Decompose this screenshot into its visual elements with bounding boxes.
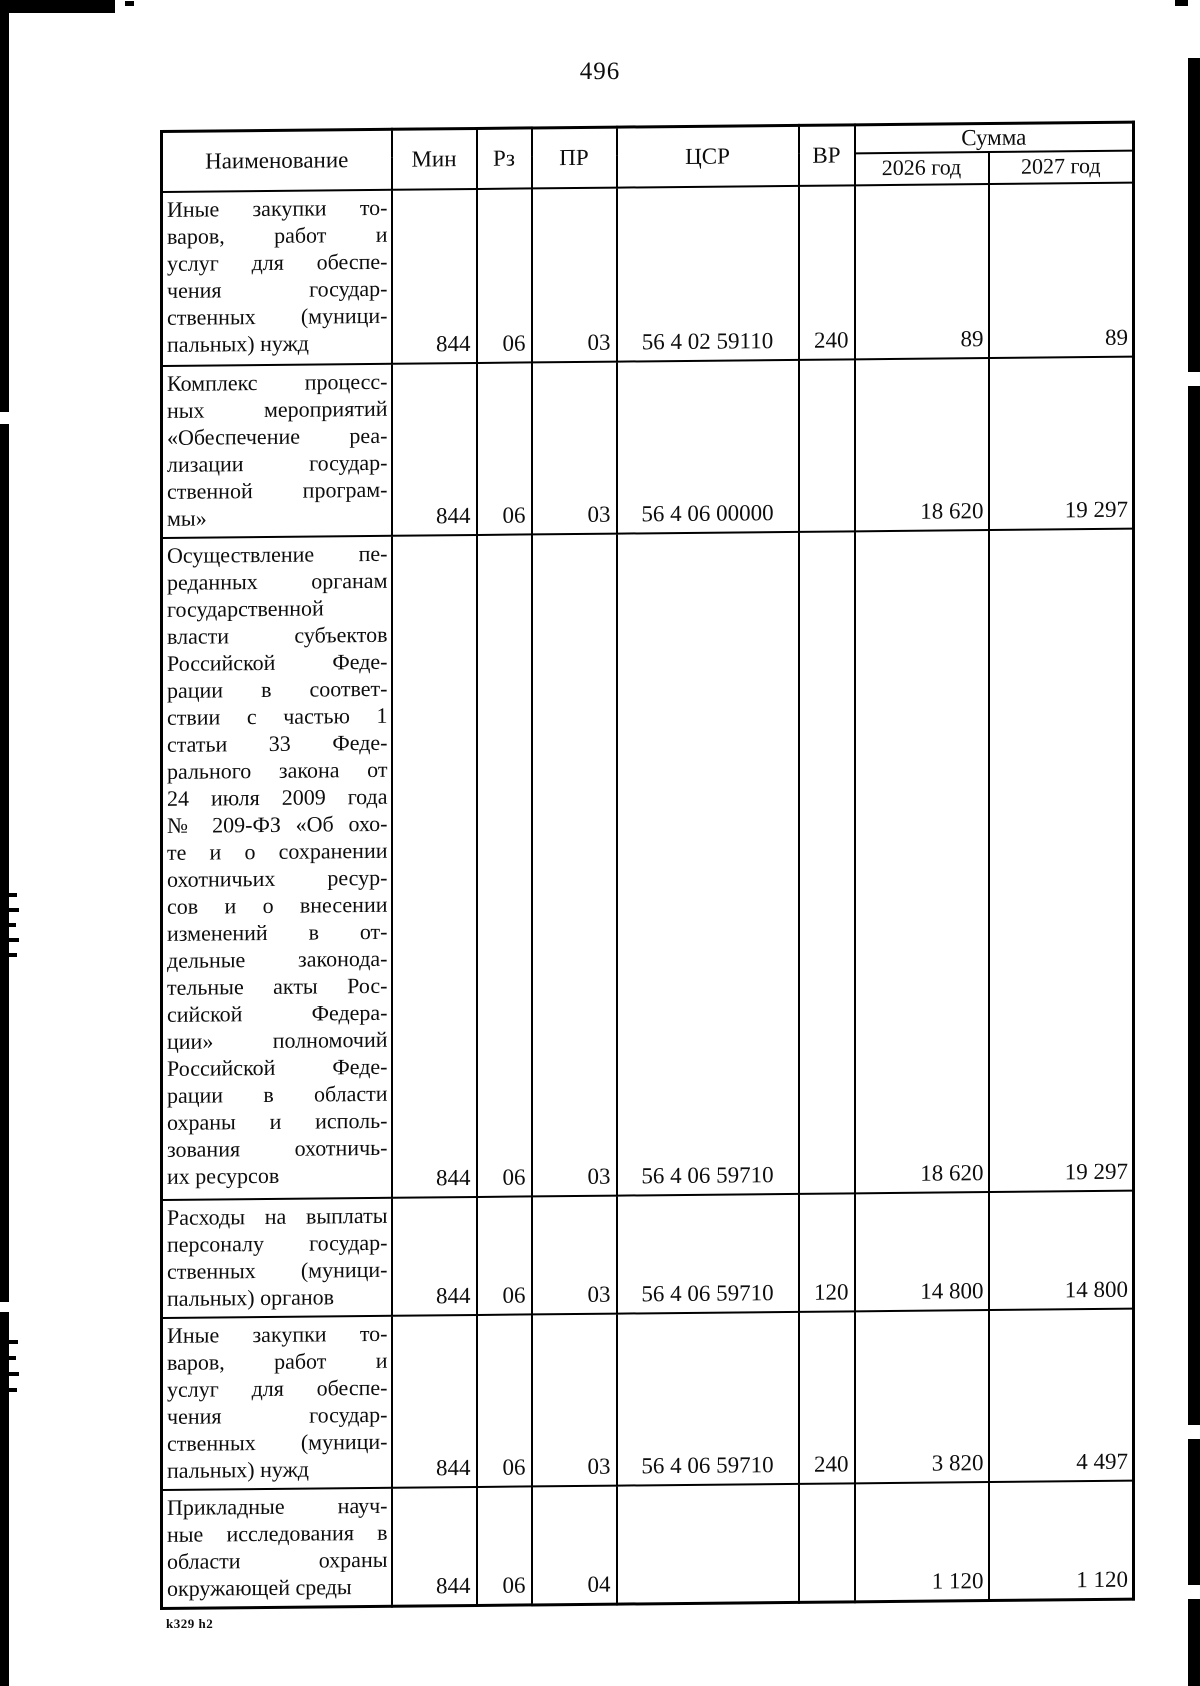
scan-dash bbox=[9, 893, 17, 897]
scan-dash bbox=[9, 923, 16, 927]
cell-csr: 56 4 02 59110 bbox=[616, 185, 799, 362]
cell-2026: 18 620 bbox=[854, 529, 989, 1193]
budget-table: Наименование Мин Рз ПР ЦСР ВР Сумма 2026… bbox=[160, 120, 1136, 1610]
scan-corner-block bbox=[0, 0, 115, 13]
cell-csr: 56 4 06 00000 bbox=[616, 359, 799, 534]
cell-2026: 18 620 bbox=[854, 357, 989, 531]
scan-edge-left-bar bbox=[0, 0, 9, 1686]
cell-name: Иные закупки то-варов, работ и услуг для … bbox=[161, 1315, 392, 1490]
scan-dash bbox=[9, 1340, 18, 1344]
scan-dash bbox=[9, 953, 17, 957]
footer-note: k329 h2 bbox=[166, 1616, 214, 1631]
table-row: Иные закупки то-варов, работ и услуг для … bbox=[161, 1308, 1134, 1490]
cell-min: 844 bbox=[391, 534, 477, 1198]
cell-rz: 06 bbox=[476, 361, 532, 535]
scan-dash bbox=[9, 1388, 17, 1392]
cell-2027: 19 297 bbox=[988, 528, 1134, 1192]
cell-2027: 14 800 bbox=[988, 1190, 1134, 1310]
cell-pr: 04 bbox=[531, 1485, 617, 1605]
cell-vr bbox=[798, 1482, 855, 1602]
page-number: 496 bbox=[579, 58, 621, 85]
cell-min: 844 bbox=[391, 1486, 477, 1606]
cell-vr bbox=[798, 530, 855, 1194]
cell-name: Комплекс процесс-ных мероприятий «Обеспеч… bbox=[161, 363, 392, 538]
cell-2026: 1 120 bbox=[854, 1481, 989, 1602]
table-row: Комплекс процесс-ных мероприятий «Обеспеч… bbox=[161, 356, 1134, 538]
cell-name: Расходы на выплаты персоналу государ-стве… bbox=[161, 1197, 392, 1318]
cell-2027: 4 497 bbox=[988, 1308, 1134, 1482]
cell-pr: 03 bbox=[531, 1313, 617, 1486]
col-header-sum: Сумма bbox=[854, 122, 1134, 153]
cell-2027: 1 120 bbox=[988, 1480, 1134, 1601]
scan-speck bbox=[1175, 0, 1188, 6]
table-row: Иные закупки то-варов, работ и услуг для … bbox=[161, 182, 1134, 366]
col-header-vr: ВР bbox=[798, 124, 855, 186]
scan-dash bbox=[9, 1356, 16, 1360]
budget-table-container: Наименование Мин Рз ПР ЦСР ВР Сумма 2026… bbox=[160, 120, 1136, 1610]
scan-edge-left-gap bbox=[0, 1302, 9, 1312]
cell-vr: 240 bbox=[798, 184, 855, 360]
col-header-2027: 2027 год bbox=[988, 150, 1134, 184]
cell-2026: 89 bbox=[854, 183, 989, 359]
cell-2026: 3 820 bbox=[854, 1309, 989, 1483]
table-row: Осуществление пе-реданных органам государ… bbox=[161, 528, 1134, 1200]
cell-name: Иные закупки то-варов, работ и услуг для … bbox=[161, 189, 392, 366]
cell-2027: 19 297 bbox=[988, 356, 1134, 530]
table-row: Прикладные науч-ные исследования в област… bbox=[161, 1480, 1134, 1608]
scan-edge-right-gap bbox=[1188, 1585, 1200, 1599]
cell-min: 844 bbox=[391, 1196, 477, 1316]
cell-name: Осуществление пе-реданных органам государ… bbox=[161, 535, 392, 1200]
cell-csr: 56 4 06 59710 bbox=[616, 1311, 799, 1486]
cell-2027: 89 bbox=[988, 182, 1134, 358]
cell-pr: 03 bbox=[531, 533, 617, 1196]
col-header-csr: ЦСР bbox=[616, 125, 799, 188]
cell-rz: 06 bbox=[476, 187, 532, 363]
col-header-name: Наименование bbox=[161, 129, 392, 192]
scan-edge-right-bar bbox=[1188, 58, 1200, 1686]
cell-pr: 03 bbox=[531, 361, 617, 534]
col-header-2026: 2026 год bbox=[854, 151, 989, 185]
scan-speck bbox=[125, 1, 134, 6]
cell-rz: 06 bbox=[476, 533, 532, 1197]
cell-2026: 14 800 bbox=[854, 1191, 989, 1311]
cell-min: 844 bbox=[391, 1314, 477, 1488]
cell-vr bbox=[798, 358, 855, 532]
scan-dash bbox=[9, 908, 19, 912]
col-header-pr: ПР bbox=[531, 127, 617, 188]
cell-min: 844 bbox=[391, 362, 477, 536]
cell-rz: 06 bbox=[476, 1313, 532, 1487]
cell-min: 844 bbox=[391, 188, 477, 364]
scan-edge-left-gap bbox=[0, 412, 9, 424]
scan-dash bbox=[9, 1372, 19, 1376]
col-header-min: Мин bbox=[391, 128, 477, 190]
table-row: Расходы на выплаты персоналу государ-стве… bbox=[161, 1190, 1134, 1318]
scan-edge-right-gap bbox=[1188, 1425, 1200, 1439]
scan-dash bbox=[9, 938, 19, 942]
cell-rz: 06 bbox=[476, 1195, 532, 1315]
cell-vr: 240 bbox=[798, 1310, 855, 1484]
cell-csr: 56 4 06 59710 bbox=[616, 1193, 799, 1314]
cell-name: Прикладные науч-ные исследования в област… bbox=[161, 1487, 392, 1608]
cell-rz: 06 bbox=[476, 1485, 532, 1605]
cell-csr bbox=[616, 1483, 799, 1604]
cell-vr: 120 bbox=[798, 1192, 855, 1312]
scan-edge-right-gap bbox=[1188, 372, 1200, 386]
cell-pr: 03 bbox=[531, 187, 617, 362]
cell-csr: 56 4 06 59710 bbox=[616, 531, 799, 1196]
cell-pr: 03 bbox=[531, 1195, 617, 1314]
col-header-rz: Рз bbox=[476, 127, 532, 189]
